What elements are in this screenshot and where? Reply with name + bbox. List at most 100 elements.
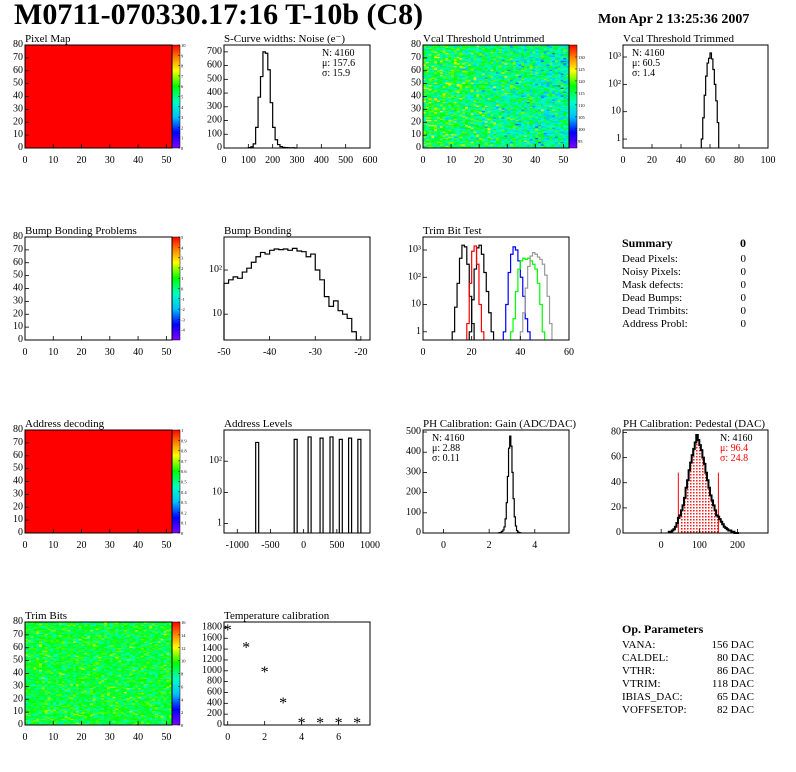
heatmap-cell (535, 48, 539, 51)
heatmap-cell (538, 108, 542, 110)
heatmap-cell (546, 118, 550, 120)
heatmap-cell (490, 63, 494, 65)
heatmap-cell (423, 137, 427, 140)
heatmap-cell (554, 141, 559, 144)
heatmap-cell (490, 128, 494, 131)
heatmap-cell (25, 672, 29, 674)
heatmap-cell (476, 45, 480, 47)
heatmap-cell (498, 51, 502, 54)
heatmap-cell (27, 646, 31, 649)
heatmap-cell (552, 141, 556, 144)
heatmap-cell (423, 88, 427, 91)
heatmap-cell (437, 88, 441, 91)
heatmap-cell (538, 90, 542, 92)
y-tick-label: 40 (13, 476, 23, 487)
colorbar-tick-label: 0.4 (181, 490, 187, 495)
heatmap-cell (512, 83, 516, 86)
heatmap-cell (476, 77, 480, 79)
heatmap-cell (476, 132, 480, 135)
heatmap-cell (535, 52, 539, 55)
panel-noise: S-Curve widths: Noise (e⁻)0 100 200 300 400 5… (207, 33, 378, 166)
heatmap-cell (552, 102, 556, 105)
heatmap-cell (36, 622, 40, 624)
heatmap-cell (442, 66, 446, 69)
heatmap-cell (462, 70, 466, 73)
heatmap-cell (462, 69, 466, 72)
heatmap-cell (456, 64, 460, 66)
heatmap-cell (479, 77, 483, 79)
heatmap-cell (535, 55, 539, 57)
heatmap-cell (41, 667, 46, 669)
heatmap-cell (41, 631, 46, 633)
heatmap-cell (30, 649, 34, 651)
heatmap-cell (507, 129, 511, 132)
heatmap-cell (515, 102, 519, 105)
heatmap-cell (566, 141, 570, 144)
heatmap-cell (498, 135, 502, 137)
heatmap-cell (498, 69, 502, 72)
heatmap-cell (27, 710, 31, 713)
heatmap-cell (33, 640, 37, 642)
heatmap-cell (445, 142, 449, 145)
heatmap-cell (554, 133, 559, 136)
heatmap-cell (30, 710, 34, 713)
heatmap-cell (425, 90, 429, 92)
heatmap-cell (484, 99, 488, 101)
heatmap-cell (543, 108, 547, 110)
heatmap-cell (451, 86, 455, 88)
heatmap-cell (453, 104, 457, 106)
heatmap-cell (529, 52, 533, 55)
heatmap-cell (470, 79, 474, 82)
heatmap-cell (535, 70, 539, 73)
heatmap-cell (498, 73, 502, 75)
heatmap-cell (473, 111, 477, 114)
heatmap-cell (36, 663, 40, 665)
heatmap-cell (487, 123, 491, 126)
heatmap-cell (439, 50, 443, 52)
heatmap-cell (470, 88, 474, 91)
heatmap-cell (41, 717, 46, 719)
heatmap-cell (445, 115, 449, 118)
heatmap-cell (507, 142, 511, 145)
heatmap-cell (493, 122, 497, 124)
heatmap-cell (481, 138, 486, 141)
heatmap-cell (557, 86, 561, 88)
heatmap-cell (423, 117, 427, 119)
heatmap-cell (448, 113, 452, 115)
heatmap-cell (456, 101, 460, 104)
heatmap-cell (507, 48, 511, 51)
heatmap-cell (470, 64, 474, 66)
heatmap-cell (549, 48, 553, 51)
heatmap-cell (532, 92, 536, 95)
heatmap-cell (493, 66, 497, 69)
stats-line: N: 4160 (632, 48, 665, 59)
heatmap-cell (518, 129, 522, 132)
heatmap-cell (442, 117, 446, 119)
heatmap-cell (41, 686, 46, 688)
heatmap-cell (462, 63, 466, 65)
x-tick-label: 600 (363, 155, 378, 166)
heatmap-cell (476, 47, 480, 50)
heatmap-cell (484, 45, 488, 47)
heatmap-cell (36, 713, 40, 715)
heatmap-cell (552, 46, 556, 48)
heatmap-cell (448, 120, 452, 123)
heatmap-cell (563, 83, 567, 86)
heatmap-cell (521, 144, 525, 146)
heatmap-cell (501, 115, 505, 118)
heatmap-cell (481, 82, 486, 84)
heatmap-cell (479, 56, 483, 59)
heatmap-cell (459, 99, 463, 101)
heatmap-cell (451, 119, 455, 122)
heatmap-cell (453, 74, 457, 77)
heatmap-cell (451, 99, 455, 101)
heatmap-cell (526, 118, 530, 120)
heatmap-cell (39, 679, 43, 682)
heatmap-cell (473, 72, 477, 74)
heatmap-cell (566, 117, 570, 119)
heatmap-cell (437, 78, 441, 81)
heatmap-cell (507, 59, 511, 61)
heatmap-cell (507, 83, 511, 86)
colorbar-tick-label: 9 (181, 53, 184, 58)
heatmap-cell (453, 45, 457, 47)
